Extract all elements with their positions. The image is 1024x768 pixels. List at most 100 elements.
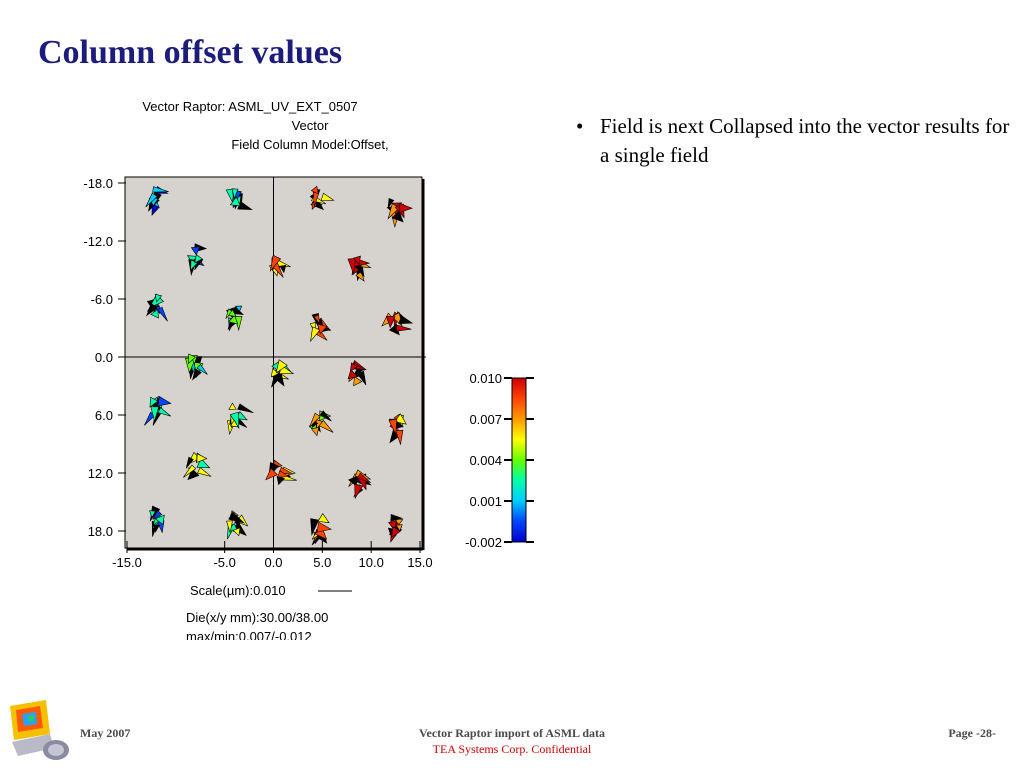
vector-cluster xyxy=(388,413,407,446)
colorbar-tick-label: 0.004 xyxy=(469,453,502,468)
colorbar-tick-label: -0.002 xyxy=(465,535,502,550)
x-tick-label: 5.0 xyxy=(313,555,331,570)
vector-arrow xyxy=(355,271,365,282)
vector-arrow xyxy=(395,524,403,532)
vector-plot: Vector Raptor: ASML_UV_EXT_0507 Vector F… xyxy=(83,99,534,640)
vector-cluster xyxy=(309,185,335,211)
vector-arrow xyxy=(309,412,321,428)
footer-date: May 2007 xyxy=(80,726,131,740)
vector-cluster xyxy=(347,359,367,387)
vector-cluster xyxy=(347,255,372,282)
vector-arrow xyxy=(354,483,364,500)
x-tick-label: 15.0 xyxy=(407,555,432,570)
colorbar-tick-label: 0.001 xyxy=(469,494,502,509)
vector-arrow xyxy=(347,368,359,380)
vector-arrow xyxy=(154,514,165,525)
vector-arrow xyxy=(152,510,163,520)
vector-cluster xyxy=(226,510,249,540)
vector-arrow xyxy=(385,315,396,329)
vector-arrow xyxy=(226,520,233,533)
vector-arrow xyxy=(356,472,371,484)
vector-arrow xyxy=(318,419,334,433)
y-tick-label: 18.0 xyxy=(88,524,113,539)
vector-arrow xyxy=(157,395,172,407)
vector-arrow xyxy=(316,521,332,533)
tea-systems-logo xyxy=(10,700,69,760)
vector-cluster xyxy=(225,305,244,332)
vector-cluster xyxy=(145,293,168,322)
y-tick-label: 0.0 xyxy=(95,350,113,365)
vector-arrow xyxy=(154,293,163,303)
footer-center: Vector Raptor import of ASML data TEA Sy… xyxy=(362,725,662,757)
vector-arrow xyxy=(151,203,160,216)
vector-arrow xyxy=(277,470,290,478)
plot-header-line-2: Vector xyxy=(292,118,330,133)
vector-arrow xyxy=(395,324,412,332)
vector-arrow xyxy=(310,518,320,537)
vector-arrow xyxy=(185,456,194,469)
vector-arrow xyxy=(317,323,328,335)
x-tick-label: 10.0 xyxy=(359,555,384,570)
vector-arrow xyxy=(348,475,358,487)
vector-arrow xyxy=(145,192,158,208)
x-tick-label: -15.0 xyxy=(112,555,142,570)
vector-arrow xyxy=(157,306,168,322)
vector-arrow xyxy=(194,254,203,264)
vector-arrow xyxy=(145,303,158,317)
vector-arrow xyxy=(310,185,319,195)
y-tick-label: -18.0 xyxy=(83,176,113,191)
vector-arrow xyxy=(183,464,197,478)
vector-arrow xyxy=(269,254,282,272)
vector-arrow xyxy=(388,418,398,436)
vector-arrow xyxy=(387,198,395,209)
vector-cluster xyxy=(225,188,253,210)
vector-arrow xyxy=(275,359,288,374)
vector-arrow xyxy=(265,467,278,481)
vector-arrow xyxy=(228,309,237,317)
vector-arrow xyxy=(237,403,254,414)
vector-cluster xyxy=(309,312,332,343)
vector-arrow xyxy=(276,475,286,486)
vector-arrow xyxy=(279,264,287,274)
y-tick-label: -6.0 xyxy=(91,292,113,307)
vector-arrow xyxy=(196,363,208,375)
vector-arrow xyxy=(352,255,361,266)
vector-arrow xyxy=(228,402,237,410)
vector-cluster xyxy=(387,513,404,543)
vector-cluster xyxy=(270,359,295,388)
vector-arrow xyxy=(391,526,401,538)
vector-arrow xyxy=(319,410,332,422)
y-tick-label: -12.0 xyxy=(83,234,113,249)
vector-cluster xyxy=(145,186,169,216)
vector-arrow xyxy=(149,510,156,519)
vector-arrow xyxy=(350,362,358,373)
vector-arrow xyxy=(150,309,159,319)
x-tick-label: 0.0 xyxy=(264,555,282,570)
vector-arrow xyxy=(228,511,246,524)
plot-header-line-3: Field Column Model:Offset, xyxy=(231,137,388,152)
y-tick-label: 12.0 xyxy=(88,466,113,481)
vector-arrow xyxy=(390,513,404,522)
vector-arrow xyxy=(231,306,244,316)
bullet-list: Field is next Collapsed into the vector … xyxy=(574,112,1014,170)
vector-cluster xyxy=(227,402,254,436)
vector-cluster xyxy=(149,505,165,537)
colorbar-tick-label: 0.007 xyxy=(469,412,502,427)
vector-cluster xyxy=(381,311,414,336)
vector-arrow xyxy=(192,368,202,381)
vector-arrow xyxy=(230,419,239,428)
slide-title: Column offset values xyxy=(38,34,343,71)
vector-arrow xyxy=(149,396,159,408)
colorbar-tick-label: 0.010 xyxy=(469,371,502,386)
vector-arrow xyxy=(231,188,239,200)
vector-arrow xyxy=(311,426,320,437)
footer-page-number: Page -28- xyxy=(948,726,996,740)
vector-arrow xyxy=(229,196,241,207)
vector-arrow xyxy=(356,370,367,386)
vector-arrow xyxy=(196,453,208,463)
max-min-label: max/min:0.007/-0.012 xyxy=(186,629,312,640)
vector-cluster xyxy=(265,459,297,486)
colorbar xyxy=(511,377,527,543)
vector-arrow xyxy=(157,407,171,417)
plot-header-line-1: Vector Raptor: ASML_UV_EXT_0507 xyxy=(142,99,357,114)
